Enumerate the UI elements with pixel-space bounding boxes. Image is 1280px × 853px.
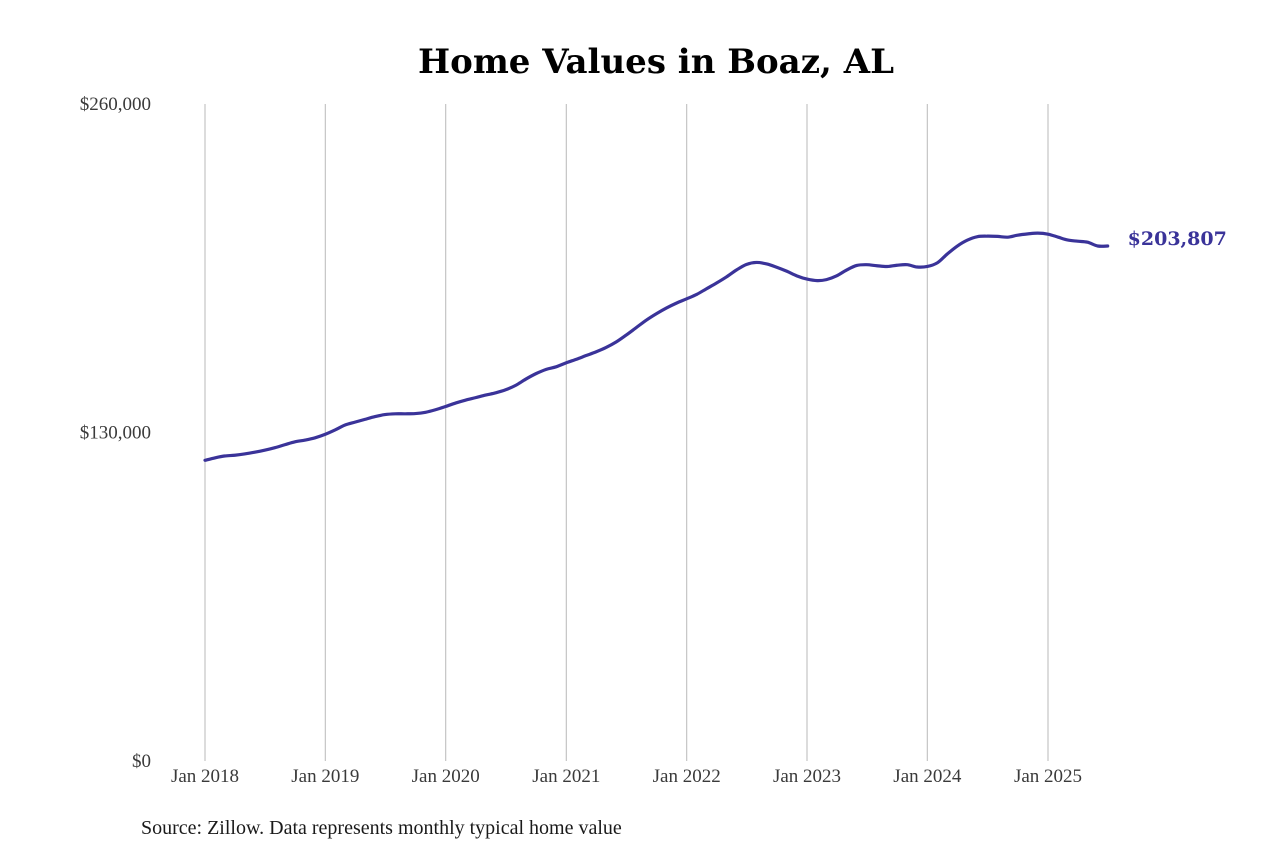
x-tick-label: Jan 2023 [773,766,841,787]
home-value-series-line [203,231,1110,462]
y-tick-label: $260,000 [80,94,151,115]
latest-value-label: $203,807 [1128,228,1227,250]
x-tick-label: Jan 2021 [532,766,600,787]
x-tick-label: Jan 2025 [1014,766,1082,787]
x-tick-label: Jan 2018 [171,766,239,787]
y-tick-label: $0 [132,751,151,772]
source-note: Source: Zillow. Data represents monthly … [141,817,622,839]
x-tick-label: Jan 2022 [653,766,721,787]
x-tick-label: Jan 2020 [412,766,480,787]
x-tick-label: Jan 2024 [893,766,962,787]
grid-lines [204,104,1049,761]
x-axis: Jan 2018 Jan 2019 Jan 2020 Jan 2021 Jan 2022… [171,766,1082,787]
y-tick-label: $130,000 [80,423,151,444]
x-tick-label: Jan 2019 [291,766,359,787]
y-axis: $0 $130,000 $260,000 [80,94,151,772]
chart-title: Home Values in Boaz, AL [418,42,894,82]
